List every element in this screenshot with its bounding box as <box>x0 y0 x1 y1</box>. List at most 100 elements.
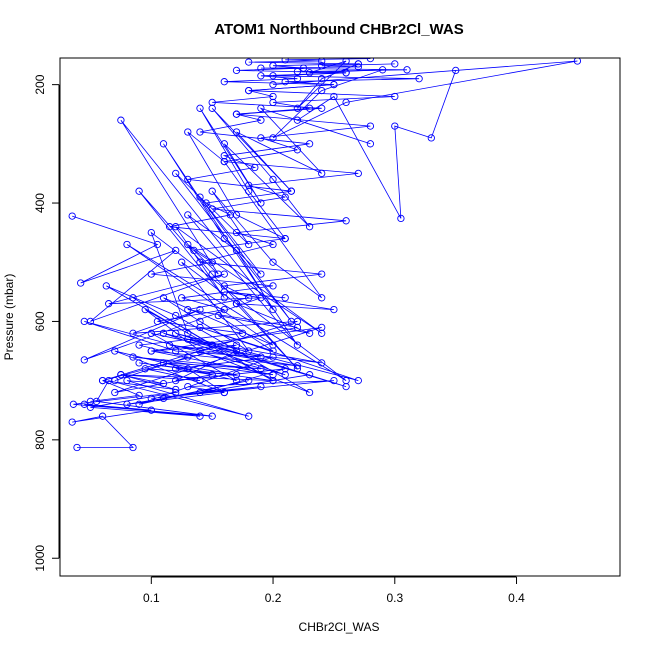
data-point <box>208 98 216 107</box>
data-point <box>153 240 162 249</box>
data-point <box>232 376 241 385</box>
data-point <box>330 376 338 385</box>
data-point <box>220 78 228 86</box>
data-point <box>80 356 88 364</box>
data-point <box>245 240 253 249</box>
data-point <box>318 359 326 367</box>
data-point <box>305 223 314 231</box>
data-point <box>117 371 125 379</box>
data-point <box>245 58 253 66</box>
data-point <box>135 359 143 367</box>
data-point <box>220 305 228 314</box>
data-point <box>269 92 277 101</box>
data-point <box>98 376 107 385</box>
data-point <box>165 223 174 231</box>
data-point <box>269 371 277 379</box>
data-point <box>318 62 326 70</box>
data-point <box>184 382 192 391</box>
y-axis: 200 400 600 800 1000 <box>33 74 60 572</box>
data-point <box>208 187 216 195</box>
data-point <box>257 270 265 278</box>
data-point <box>190 246 198 255</box>
data-point <box>77 279 85 287</box>
data-point <box>123 400 131 408</box>
data-point <box>318 294 326 302</box>
data-point <box>397 214 405 223</box>
data-point <box>208 341 216 349</box>
data-point <box>196 104 204 112</box>
data-point <box>245 181 253 189</box>
data-point <box>141 365 149 373</box>
data-point <box>299 64 308 72</box>
data-point <box>342 69 350 77</box>
data-point <box>232 110 241 118</box>
data-point <box>86 397 95 406</box>
x-tick-label: 0.4 <box>508 591 525 605</box>
data-point <box>220 152 228 160</box>
data-point <box>214 311 222 320</box>
x-tick-label: 0.3 <box>386 591 403 605</box>
data-point <box>257 199 265 207</box>
data-point <box>196 412 204 420</box>
data-point <box>257 116 265 124</box>
data-point <box>318 323 326 332</box>
data-point <box>281 58 289 64</box>
data-point <box>403 66 411 74</box>
data-point <box>318 104 326 112</box>
data-point <box>172 311 180 320</box>
data-point <box>80 400 88 408</box>
data-point <box>129 329 137 337</box>
data-point <box>251 163 259 172</box>
data-point <box>232 341 241 349</box>
data-point <box>293 146 302 154</box>
data-point <box>245 86 253 95</box>
data-point <box>117 116 125 124</box>
data-point <box>342 382 350 391</box>
data-point <box>281 371 289 379</box>
data-point <box>220 140 228 148</box>
data-point <box>135 400 143 408</box>
data-point <box>208 104 216 112</box>
data-point <box>208 371 216 379</box>
data-point <box>232 300 241 308</box>
data-point <box>129 443 137 452</box>
data-point <box>281 294 289 302</box>
data-point <box>318 329 326 337</box>
data-point <box>257 294 265 302</box>
data-point <box>269 376 277 385</box>
data-point <box>69 400 78 408</box>
plot-frame <box>59 57 621 577</box>
data-point <box>147 406 155 414</box>
data-point <box>232 371 241 379</box>
data-point <box>184 128 192 136</box>
data-point <box>159 294 168 302</box>
data-point <box>269 134 277 142</box>
data-point <box>184 175 192 184</box>
data-point <box>172 385 180 394</box>
data-point <box>147 394 155 403</box>
data-point <box>305 388 314 397</box>
data-point <box>281 193 289 201</box>
data-point <box>196 128 204 136</box>
data-point <box>305 69 314 77</box>
data-point <box>172 365 180 373</box>
data-point <box>220 282 228 290</box>
data-point <box>105 300 113 308</box>
data-point <box>305 329 314 337</box>
data-point <box>220 388 228 397</box>
data-point <box>86 403 95 411</box>
data-point <box>208 412 216 420</box>
data-point <box>269 347 277 355</box>
data-point <box>165 341 174 349</box>
data-point <box>172 169 180 178</box>
data-point <box>220 157 228 166</box>
x-axis: 0.1 0.2 0.3 0.4 <box>143 576 525 605</box>
data-point <box>391 92 399 101</box>
data-point <box>196 193 204 201</box>
data-point <box>172 329 180 337</box>
data-point <box>68 212 76 220</box>
data-point <box>232 128 241 136</box>
data-point <box>293 104 302 112</box>
data-point <box>269 258 277 266</box>
